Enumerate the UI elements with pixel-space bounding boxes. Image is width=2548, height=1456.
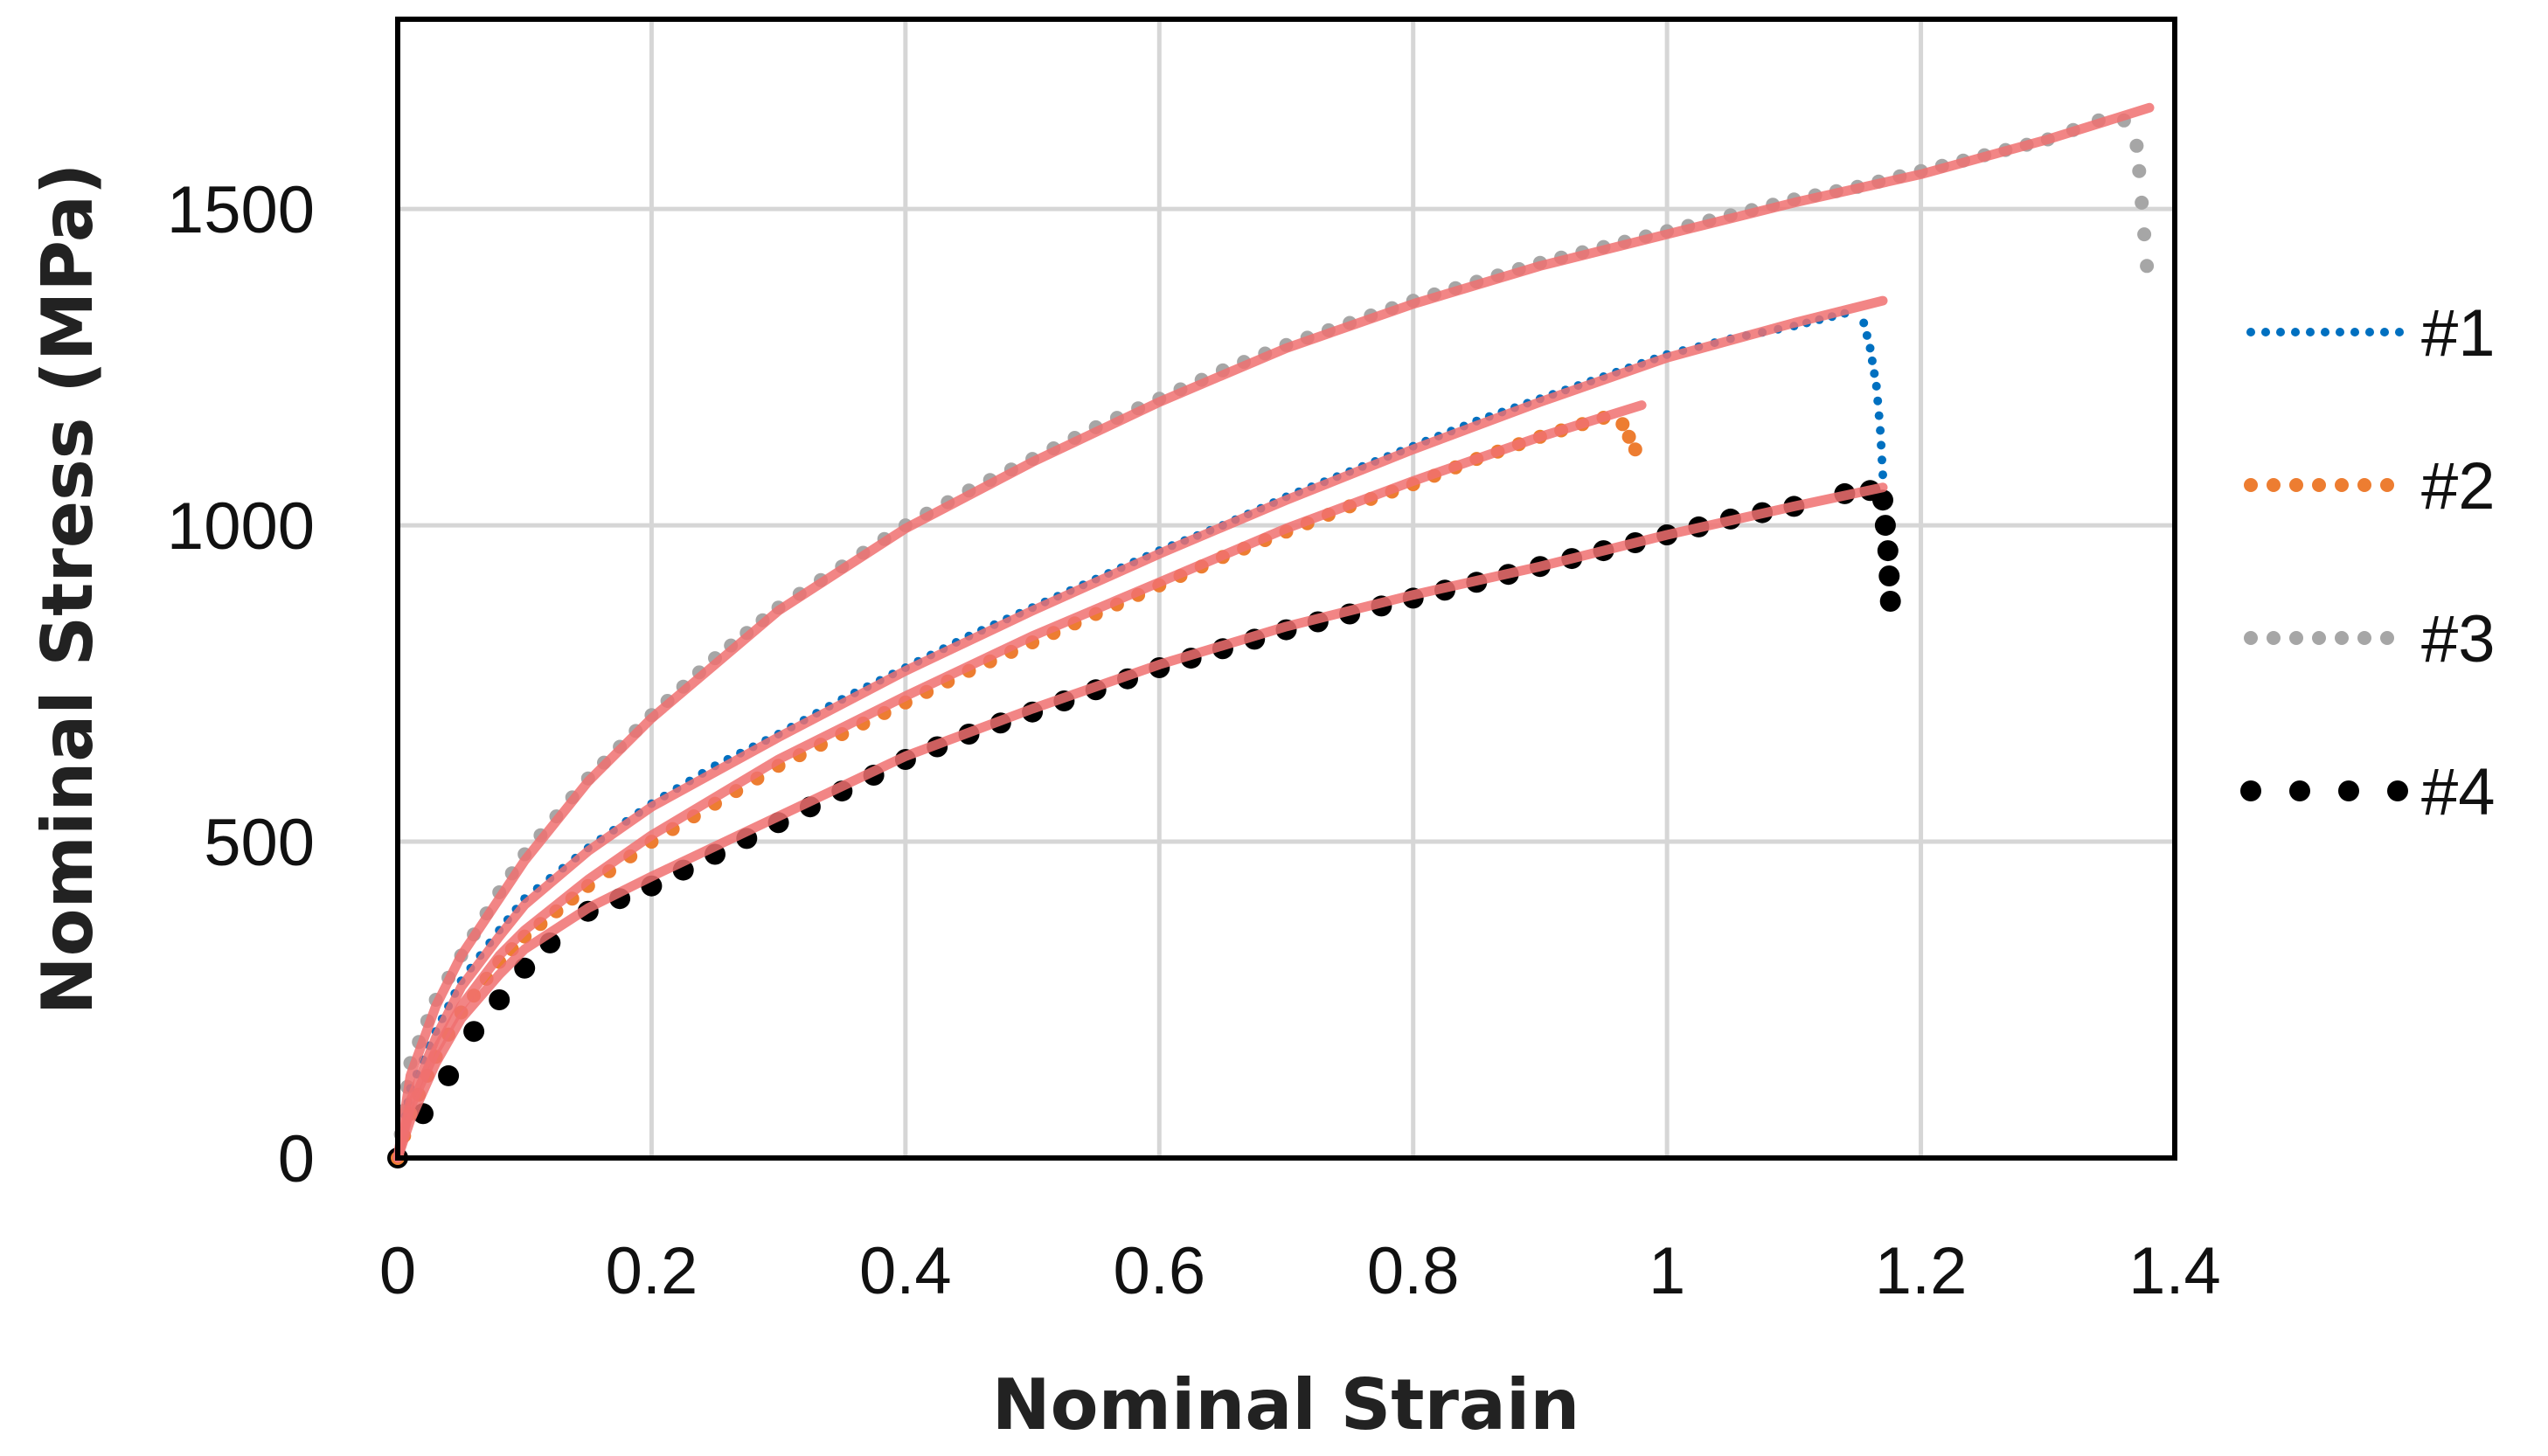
legend-marker (2244, 631, 2258, 645)
legend-marker (2380, 328, 2389, 336)
legend-marker (2289, 478, 2303, 492)
legend-marker (2306, 328, 2315, 336)
legend-marker (2357, 478, 2371, 492)
legend-marker (2289, 631, 2303, 645)
data-point (1621, 429, 1636, 444)
y-tick-label: 0 (278, 1122, 315, 1196)
data-point (1878, 455, 1886, 465)
plot-area-frame (395, 17, 2177, 1161)
x-tick-label: 0.8 (1367, 1234, 1460, 1308)
legend-marker (2321, 328, 2329, 336)
y-tick-label: 500 (204, 806, 315, 880)
legend-marker (2365, 328, 2374, 336)
grid (398, 19, 2175, 1158)
legend-marker (2336, 328, 2344, 336)
data-point (489, 989, 510, 1010)
legend-marker (2291, 328, 2300, 336)
data-point (1628, 442, 1642, 457)
data-point (2140, 259, 2155, 274)
data-point (2135, 195, 2149, 210)
data-point (1878, 565, 1900, 586)
legend-marker (2240, 780, 2261, 801)
legend-marker (2267, 478, 2281, 492)
legend-marker (2312, 478, 2326, 492)
series-4 (387, 480, 1901, 1168)
fit-curve-4 (392, 482, 1888, 1163)
legend-item: #2 (2244, 449, 2496, 523)
fit-curve-1 (392, 295, 1888, 1163)
legend-marker (2289, 780, 2310, 801)
data-point (1862, 330, 1871, 340)
legend-marker (2338, 780, 2359, 801)
x-tick-labels: 0 0.2 0.4 0.6 0.8 1 1.2 1.4 (379, 1234, 2221, 1308)
fit-curve-3 (392, 102, 2155, 1163)
legend-marker (2261, 328, 2270, 336)
legend-label: #1 (2421, 296, 2496, 371)
data-point (2129, 138, 2144, 153)
data-point (1876, 426, 1885, 435)
data-point (1873, 396, 1883, 406)
data-point (2132, 163, 2147, 178)
legend-marker (2350, 328, 2359, 336)
data-point (514, 957, 536, 979)
data-point (438, 1064, 460, 1086)
data-point (1865, 343, 1875, 353)
y-tick-label: 1000 (167, 489, 315, 564)
data-point (1879, 591, 1901, 612)
data-point (1877, 440, 1886, 450)
x-tick-label: 0.2 (606, 1234, 698, 1308)
legend-marker (2395, 328, 2404, 336)
data-point (1878, 470, 1887, 480)
fit-curves (392, 102, 2155, 1163)
fit-curve-2 (392, 400, 1647, 1163)
legend: #1 #2 #3 #4 (2240, 296, 2496, 829)
legend-item: #1 (2246, 296, 2496, 371)
data-point (1859, 318, 1869, 328)
legend-marker (2276, 328, 2285, 336)
legend-label: #2 (2421, 449, 2496, 523)
legend-marker (2380, 631, 2394, 645)
x-tick-label: 0.4 (859, 1234, 952, 1308)
data-point (1870, 369, 1879, 378)
series-3 (391, 113, 2155, 1165)
legend-marker (2312, 631, 2326, 645)
y-axis-title: Nominal Stress (MPa) (27, 163, 108, 1016)
legend-label: #4 (2421, 755, 2496, 829)
legend-label: #3 (2421, 602, 2496, 676)
x-tick-label: 0 (379, 1234, 416, 1308)
y-tick-labels: 0 500 1000 1500 (167, 173, 315, 1196)
legend-marker (2387, 780, 2408, 801)
legend-marker (2357, 631, 2371, 645)
data-point (1867, 356, 1877, 365)
legend-marker (2335, 478, 2349, 492)
legend-item: #4 (2240, 755, 2496, 829)
x-axis-title: Nominal Strain (992, 1364, 1580, 1446)
legend-marker (2380, 478, 2394, 492)
y-tick-label: 1500 (167, 173, 315, 247)
legend-marker (2335, 631, 2349, 645)
legend-marker (2267, 631, 2281, 645)
data-point (1874, 411, 1884, 420)
legend-marker (2244, 478, 2258, 492)
data-point (463, 1021, 485, 1043)
data-point (1615, 417, 1630, 432)
x-tick-label: 1 (1649, 1234, 1685, 1308)
data-point (1877, 540, 1899, 562)
data-point (1871, 381, 1881, 391)
data-point (2137, 227, 2152, 242)
x-tick-label: 1.4 (2128, 1234, 2221, 1308)
x-tick-label: 0.6 (1113, 1234, 1205, 1308)
series-1 (393, 309, 1887, 1162)
data-point (1874, 515, 1896, 537)
x-tick-label: 1.2 (1875, 1234, 1968, 1308)
legend-marker (2246, 328, 2255, 336)
data-point (1872, 489, 1893, 511)
legend-item: #3 (2244, 602, 2496, 676)
